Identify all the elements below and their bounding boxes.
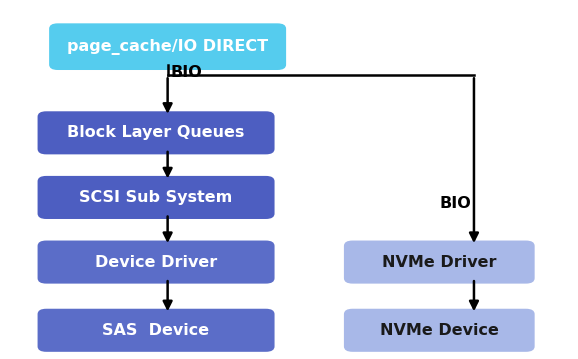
FancyBboxPatch shape [38,309,275,352]
FancyBboxPatch shape [38,241,275,284]
Text: NVMe Device: NVMe Device [380,323,499,338]
FancyBboxPatch shape [38,176,275,219]
Text: BIO: BIO [171,65,202,80]
FancyBboxPatch shape [344,309,535,352]
Text: Device Driver: Device Driver [95,255,217,270]
Text: BIO: BIO [439,196,471,211]
FancyBboxPatch shape [49,23,286,70]
Text: page_cache/IO DIRECT: page_cache/IO DIRECT [67,39,268,55]
FancyBboxPatch shape [344,241,535,284]
Text: Block Layer Queues: Block Layer Queues [68,125,244,140]
Text: SAS  Device: SAS Device [102,323,210,338]
FancyBboxPatch shape [38,111,275,154]
Text: SCSI Sub System: SCSI Sub System [79,190,233,205]
Text: NVMe Driver: NVMe Driver [382,255,497,270]
